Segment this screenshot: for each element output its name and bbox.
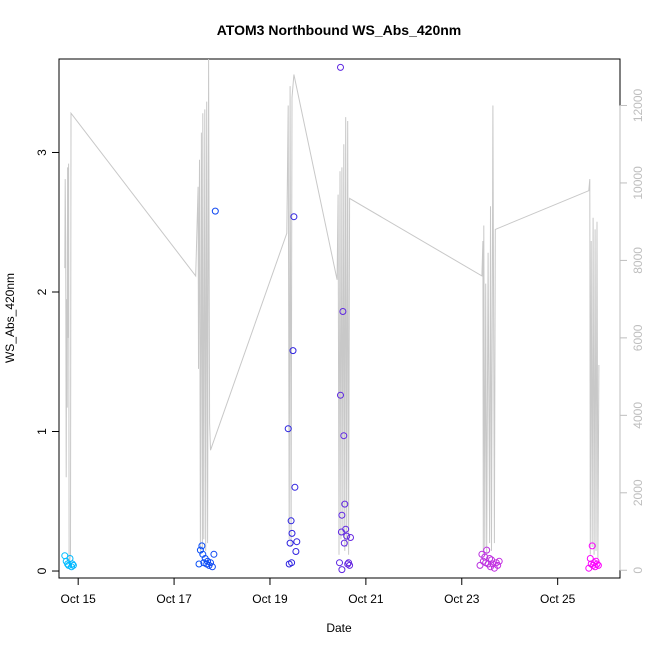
data-point [291,483,299,491]
y-axis: 0 1 2 3 [35,149,60,574]
data-point [588,542,596,550]
chart-title: ATOM3 Northbound WS_Abs_420nm [217,22,462,38]
data-point [340,432,348,440]
data-point [290,213,298,221]
data-point [286,539,294,547]
data-point [494,561,502,569]
y2-tick-label: 2000 [631,479,645,506]
y-tick-label: 1 [35,428,49,435]
data-point [339,308,347,315]
x-tick-label: Oct 25 [540,592,576,606]
data-point [337,391,344,399]
data-point [342,525,350,533]
data-point [289,347,297,355]
data-point [341,500,349,508]
data-point [195,560,203,568]
data-point [293,538,301,546]
y2-tick-label: 6000 [631,324,645,351]
data-point [593,560,601,568]
y-tick-label: 2 [35,288,49,295]
y2-tick-label: 8000 [631,247,645,274]
x-axis: Oct 15 Oct 17 Oct 19 Oct 21 Oct 23 Oct 25 [60,577,576,606]
y-axis-label: WS_Abs_420nm [3,273,17,363]
x-tick-label: Oct 21 [348,592,384,606]
y2-axis: 0 2000 4000 6000 8000 10000 12000 [619,88,645,574]
data-point [288,559,296,567]
data-point [288,529,296,537]
data-point [340,539,348,547]
data-point [347,534,354,541]
data-point [287,517,295,525]
data-point [68,560,76,568]
y2-tick-label: 12000 [631,88,645,122]
data-point [292,548,300,555]
line-series [64,58,600,563]
y2-tick-label: 0 [631,567,645,574]
data-point [495,557,503,565]
data-point [338,511,346,519]
data-point [344,560,352,568]
line-series-path [64,58,600,563]
data-point [210,550,218,558]
x-tick-label: Oct 17 [156,592,192,606]
data-point [336,559,343,567]
x-tick-label: Oct 23 [444,592,480,606]
y-tick-label: 3 [35,149,49,156]
data-point [208,563,216,571]
data-point [483,546,491,554]
y-tick-label: 0 [35,567,49,574]
point-series [61,63,602,574]
y2-tick-label: 4000 [631,402,645,429]
data-point [594,561,602,569]
data-point [211,207,219,215]
data-point [476,561,484,569]
data-point [284,425,292,433]
data-point [198,542,206,550]
data-point [346,561,354,569]
data-point [486,555,494,562]
data-point [338,566,346,574]
x-tick-label: Oct 15 [60,592,96,606]
x-tick-label: Oct 19 [252,592,288,606]
data-point [69,561,77,569]
y2-tick-label: 10000 [631,166,645,200]
data-point [337,63,344,71]
x-axis-label: Date [326,621,352,635]
data-point [343,532,351,540]
data-point [207,559,214,567]
data-point [489,560,497,568]
